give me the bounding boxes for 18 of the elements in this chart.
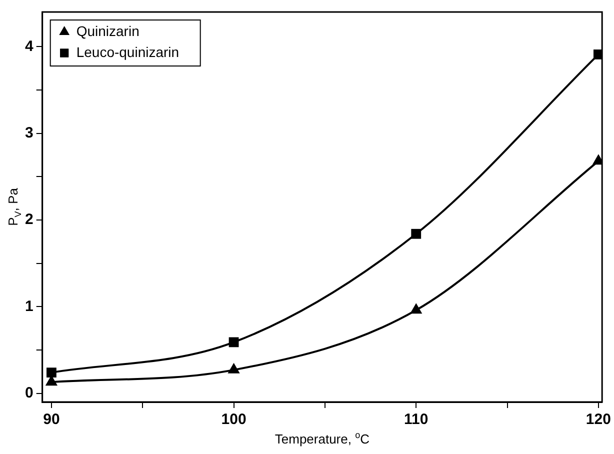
point [593,50,602,60]
y-tick-label: 0 [25,384,34,402]
point [228,362,240,374]
x-tick-label: 90 [43,411,60,428]
legend-label: Quinizarin [76,22,140,39]
y-tick-label: 2 [25,211,34,228]
legend-label: Leuco-quinizarin [76,44,180,60]
x-tick-label: 120 [586,411,611,428]
y-axis-title: PV, Pa [6,187,24,226]
point [410,303,422,314]
x-tick-label: 110 [404,411,428,428]
y-tick-label: 1 [25,298,34,315]
y-tick-label: 4 [25,38,34,55]
point [228,337,239,348]
point [46,368,56,378]
y-tick-label: 3 [25,124,34,142]
x-tick-label: 100 [221,411,246,428]
point [411,228,422,239]
